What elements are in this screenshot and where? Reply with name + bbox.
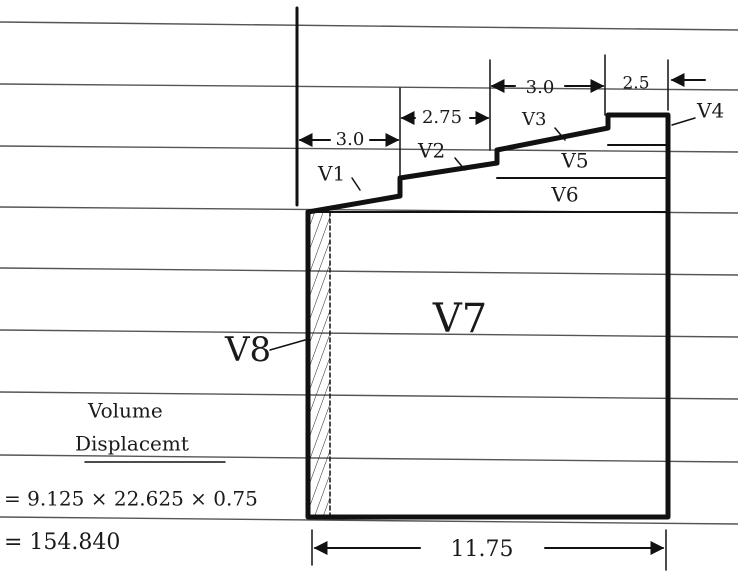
hatch-strip bbox=[308, 212, 330, 517]
dimension-label: 2.5 bbox=[622, 74, 649, 94]
volume-label: V8 bbox=[224, 330, 271, 370]
shape bbox=[297, 8, 668, 570]
note: Volume bbox=[87, 399, 163, 423]
dimension-label: 11.75 bbox=[451, 537, 514, 562]
volume-label: V7 bbox=[432, 296, 487, 342]
diagram: 3.0 2.75 3.0 2.5 11.75 V1 V2 V3 V4 V5 V6… bbox=[0, 0, 738, 575]
volume-label: V6 bbox=[550, 183, 578, 207]
result: = 154.840 bbox=[4, 530, 120, 555]
volume-label: V1 bbox=[317, 162, 345, 186]
dimension-label: 3.0 bbox=[526, 77, 555, 98]
formula: = 9.125 × 22.625 × 0.75 bbox=[4, 487, 258, 511]
volume-label: V5 bbox=[560, 149, 588, 173]
volume-label: V4 bbox=[696, 99, 724, 123]
volume-label: V3 bbox=[521, 109, 546, 130]
dimension-label: 3.0 bbox=[336, 129, 365, 150]
dimension-label: 2.75 bbox=[422, 107, 462, 128]
dimension-arrows bbox=[85, 80, 705, 548]
volume-label: V2 bbox=[417, 139, 445, 163]
note: Displacemt bbox=[75, 432, 189, 456]
